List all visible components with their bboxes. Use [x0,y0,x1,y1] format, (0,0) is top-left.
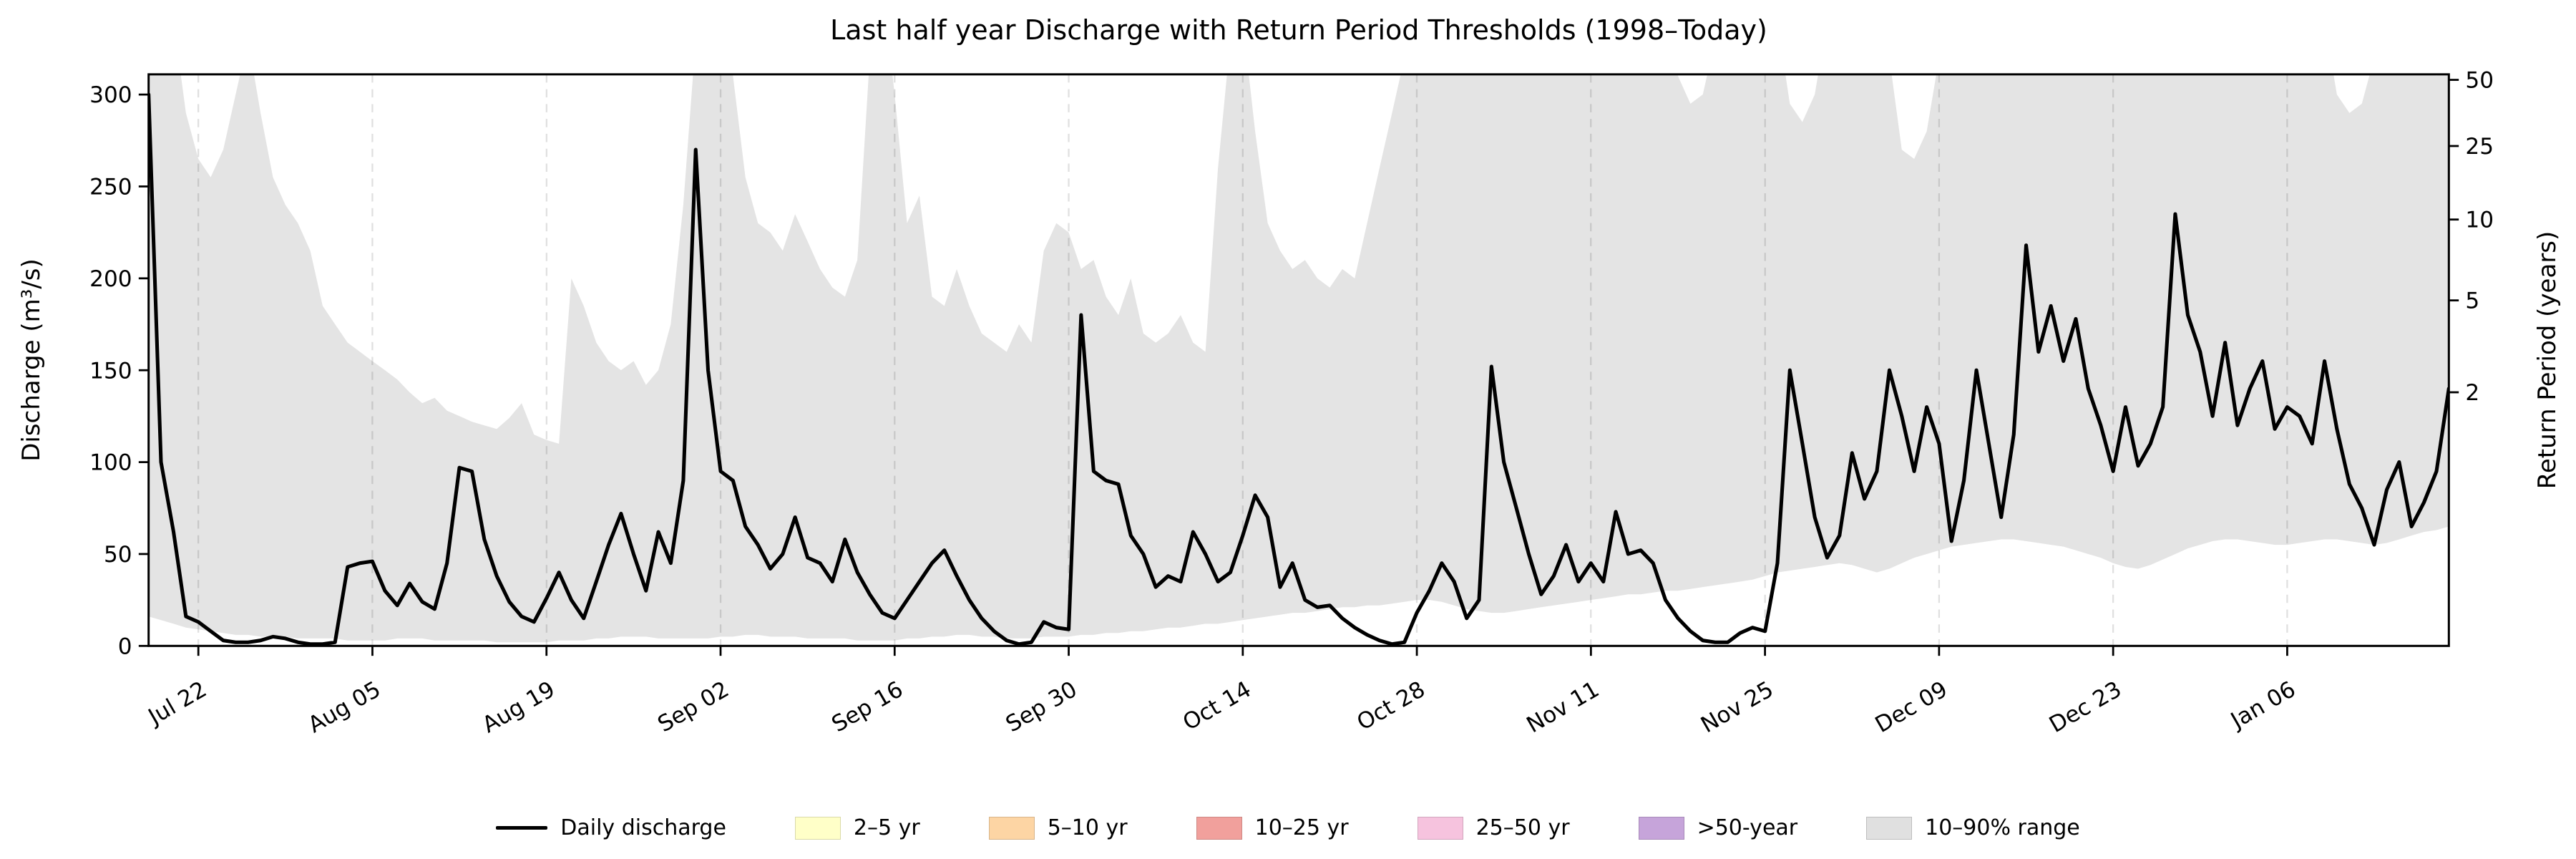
legend-label: 10–90% range [1925,815,2080,840]
y2-tick-label: 50 [2465,68,2494,94]
x-tick-label: Sep 16 [827,676,907,737]
x-tick-label: Oct 28 [1352,676,1430,736]
x-tick-label: Dec 09 [1871,676,1952,738]
x-tick-label: Aug 19 [478,676,560,738]
percentile-band [148,74,2449,643]
legend-patch-swatch [1638,816,1684,840]
legend-label: >50-year [1697,815,1798,840]
legend-item: 10–25 yr [1196,815,1349,840]
legend-patch-swatch [794,816,841,840]
x-tick-label: Jan 06 [2225,676,2300,734]
y2-tick-label: 5 [2465,288,2479,314]
legend-patch-swatch [1196,816,1242,840]
legend-item: 2–5 yr [794,815,920,840]
y2-tick-label: 10 [2465,208,2494,233]
legend-patch-swatch [1866,816,1913,840]
legend-label: Daily discharge [560,815,726,840]
legend-item: Daily discharge [496,815,726,840]
x-tick-label: Nov 25 [1697,676,1778,738]
legend-label: 5–10 yr [1047,815,1128,840]
legend-patch-swatch [988,816,1035,840]
legend-line-swatch [496,826,548,830]
y2-tick-label: 2 [2465,380,2479,406]
axes-frame [147,73,2450,647]
y-tick-label: 50 [104,542,132,568]
y-tick-label: 0 [118,634,132,659]
x-tick-label: Jul 22 [143,676,211,731]
gridlines [197,74,2288,646]
y-axis-label-right: Return Period (years) [2533,230,2562,490]
x-tick-label: Sep 02 [653,676,733,737]
chart-title: Last half year Discharge with Return Per… [830,14,1767,46]
x-tick-label: Sep 30 [1002,676,1082,737]
y-tick-label: 100 [89,450,132,476]
legend-item: >50-year [1638,815,1798,840]
y-axis-label-left: Discharge (m³/s) [17,258,46,462]
y-tick-label: 150 [89,358,132,384]
legend-patch-swatch [1417,816,1463,840]
legend-label: 25–50 yr [1475,815,1570,840]
legend-label: 10–25 yr [1254,815,1349,840]
legend-item: 25–50 yr [1417,815,1570,840]
y-tick-label: 200 [89,266,132,292]
x-tick-label: Dec 23 [2045,676,2126,738]
x-tick-label: Oct 14 [1179,676,1256,736]
discharge-line [148,92,2449,646]
legend-item: 5–10 yr [988,815,1128,840]
legend-label: 2–5 yr [853,815,920,840]
y-tick-label: 300 [89,82,132,108]
y2-tick-label: 25 [2465,134,2494,160]
x-tick-label: Nov 11 [1523,676,1604,738]
legend: Daily discharge 2–5 yr 5–10 yr 10–25 yr 25–5… [0,815,2576,840]
x-tick-label: Aug 05 [304,676,386,738]
y-tick-label: 250 [89,175,132,200]
legend-item: 10–90% range [1866,815,2080,840]
